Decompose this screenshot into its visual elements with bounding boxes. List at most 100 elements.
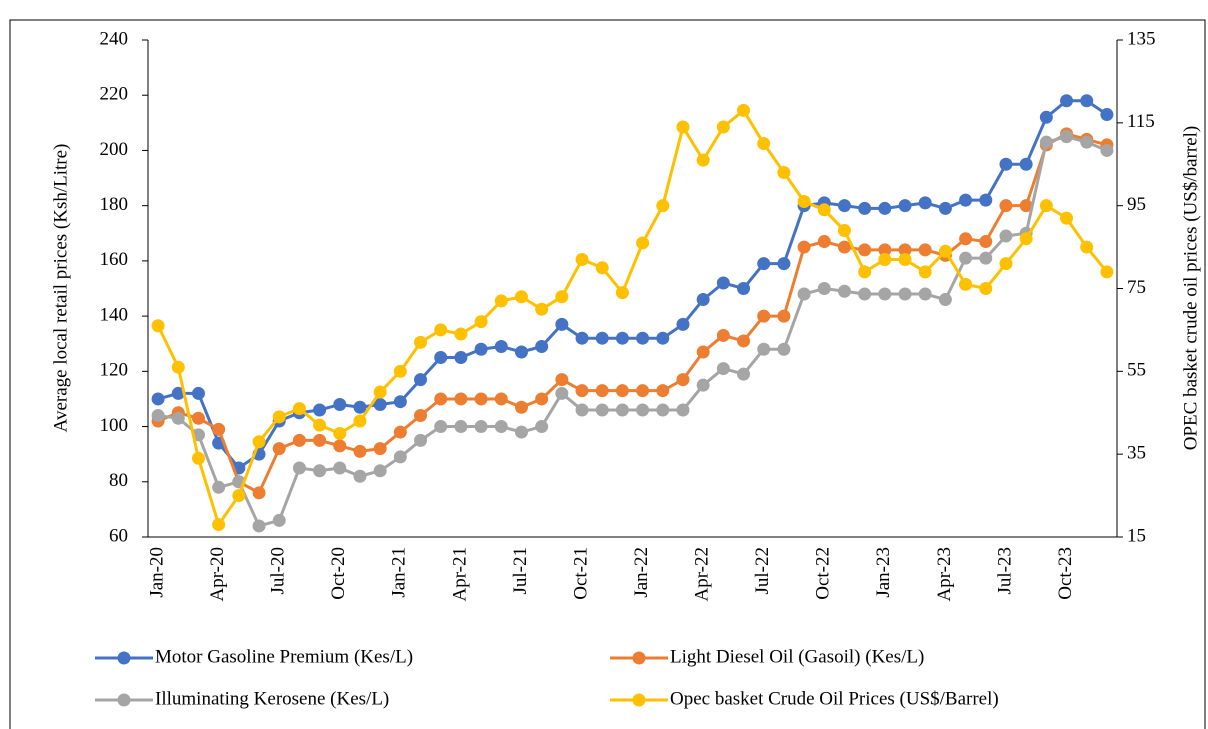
data-point	[313, 464, 327, 478]
y2-tick-label: 135	[1127, 28, 1156, 49]
data-point	[434, 323, 448, 337]
data-point	[252, 519, 266, 533]
data-point	[1039, 199, 1053, 213]
data-point	[212, 518, 226, 532]
data-point	[373, 442, 387, 456]
data-point	[514, 400, 528, 414]
data-point	[797, 195, 811, 209]
data-point	[272, 513, 286, 527]
data-point	[171, 360, 185, 374]
data-point	[434, 351, 448, 365]
legend-label: Motor Gasoline Premium (Kes/L)	[155, 646, 413, 667]
data-point	[938, 244, 952, 258]
data-point	[494, 392, 508, 406]
legend-marker	[632, 693, 646, 707]
data-point	[938, 201, 952, 215]
data-point	[1080, 94, 1094, 108]
y-tick-label: 200	[100, 139, 129, 160]
y2-tick-label: 75	[1127, 277, 1146, 298]
data-point	[837, 224, 851, 238]
data-point	[938, 293, 952, 307]
x-tick-label: Jan-23	[873, 547, 894, 598]
data-point	[817, 235, 831, 249]
data-point	[1039, 135, 1053, 149]
data-point	[636, 236, 650, 250]
data-point	[999, 257, 1013, 271]
legend-marker	[632, 651, 646, 665]
data-point	[999, 199, 1013, 213]
y-tick-label: 60	[109, 525, 128, 546]
data-point	[555, 317, 569, 331]
data-point	[1019, 232, 1033, 246]
data-point	[333, 426, 347, 440]
data-point	[353, 414, 367, 428]
data-point	[656, 403, 670, 417]
data-point	[737, 367, 751, 381]
data-point	[737, 334, 751, 348]
data-point	[615, 286, 629, 300]
y-tick-label: 240	[100, 28, 129, 49]
data-point	[595, 384, 609, 398]
data-point	[757, 342, 771, 356]
y2-tick-label: 15	[1127, 525, 1146, 546]
data-point	[151, 319, 165, 333]
y-tick-label: 100	[100, 415, 129, 436]
data-point	[615, 403, 629, 417]
data-point	[292, 461, 306, 475]
data-point	[918, 196, 932, 210]
data-point	[292, 402, 306, 416]
data-point	[555, 386, 569, 400]
data-point	[656, 384, 670, 398]
data-point	[676, 403, 690, 417]
data-point	[777, 342, 791, 356]
data-point	[191, 386, 205, 400]
data-point	[716, 276, 730, 290]
data-point	[494, 294, 508, 308]
data-point	[918, 243, 932, 257]
data-point	[636, 384, 650, 398]
data-point	[575, 331, 589, 345]
data-point	[797, 287, 811, 301]
data-point	[757, 257, 771, 271]
data-point	[716, 120, 730, 134]
chart-border	[9, 19, 1206, 729]
data-point	[979, 251, 993, 265]
data-point	[333, 461, 347, 475]
legend-marker	[117, 693, 131, 707]
data-point	[393, 395, 407, 409]
data-point	[454, 420, 468, 434]
data-point	[878, 201, 892, 215]
data-point	[1019, 199, 1033, 213]
data-point	[737, 103, 751, 117]
data-point	[252, 435, 266, 449]
data-point	[716, 362, 730, 376]
x-tick-label: Jul-23	[994, 547, 1015, 595]
data-point	[696, 153, 710, 167]
data-point	[878, 287, 892, 301]
y-tick-label: 160	[100, 249, 129, 270]
data-point	[252, 486, 266, 500]
data-point	[979, 193, 993, 207]
data-point	[676, 373, 690, 387]
data-point	[212, 480, 226, 494]
data-point	[858, 265, 872, 279]
data-point	[313, 403, 327, 417]
y2-tick-label: 95	[1127, 194, 1146, 215]
data-point	[313, 433, 327, 447]
data-point	[212, 422, 226, 436]
data-point	[636, 403, 650, 417]
data-point	[777, 309, 791, 323]
x-tick-label: Oct-20	[328, 547, 349, 600]
y2-tick-label: 55	[1127, 360, 1146, 381]
data-point	[898, 253, 912, 267]
x-tick-label: Jul-22	[752, 547, 773, 595]
data-point	[272, 410, 286, 424]
data-point	[1080, 135, 1094, 149]
data-point	[414, 335, 428, 349]
x-tick-label: Apr-21	[449, 547, 470, 602]
data-point	[918, 265, 932, 279]
data-point	[575, 403, 589, 417]
data-point	[353, 400, 367, 414]
x-tick-label: Jan-20	[146, 547, 167, 598]
